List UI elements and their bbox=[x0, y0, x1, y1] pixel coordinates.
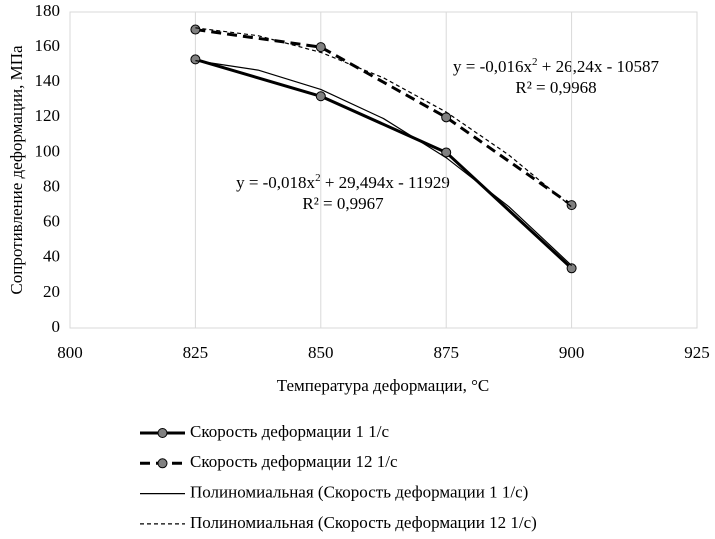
eq-part: + 26,24x - 10587 bbox=[538, 57, 660, 76]
series-line bbox=[195, 60, 573, 266]
data-point bbox=[315, 42, 326, 53]
data-point bbox=[315, 91, 326, 102]
trend-equation: y = -0,016x2 + 26,24x - 10587 bbox=[453, 56, 659, 76]
x-tick-label: 800 bbox=[57, 343, 83, 362]
data-point bbox=[190, 54, 201, 65]
legend-marker bbox=[157, 428, 168, 438]
y-tick-label: 40 bbox=[43, 247, 60, 266]
x-tick-label: 925 bbox=[684, 343, 710, 362]
legend-label: Полиномиальная (Скорость деформации 12 1… bbox=[190, 513, 537, 532]
trend-equation: y = -0,018x2 + 29,494x - 11929 bbox=[236, 172, 450, 192]
data-point bbox=[441, 147, 452, 158]
x-tick-label: 850 bbox=[308, 343, 334, 362]
y-tick-label: 160 bbox=[35, 36, 61, 55]
eq-part: y = -0,016x bbox=[453, 57, 532, 76]
series-line bbox=[194, 57, 573, 270]
y-tick-label: 140 bbox=[35, 71, 61, 90]
y-tick-label: 0 bbox=[52, 317, 61, 336]
trend-r2: R² = 0,9967 bbox=[302, 194, 384, 213]
data-point bbox=[190, 24, 201, 35]
y-tick-label: 120 bbox=[35, 106, 61, 125]
data-point bbox=[441, 112, 452, 123]
x-tick-label: 825 bbox=[183, 343, 209, 362]
eq-sup: 2 bbox=[315, 172, 321, 184]
y-tick-label: 100 bbox=[35, 141, 61, 160]
series-line bbox=[195, 28, 573, 207]
x-axis-label: Температура деформации, °C bbox=[277, 376, 490, 395]
data-point bbox=[566, 200, 577, 211]
y-tick-label: 20 bbox=[43, 282, 60, 301]
legend-label: Полиномиальная (Скорость деформации 1 1/… bbox=[190, 483, 528, 502]
y-tick-label: 60 bbox=[43, 212, 60, 231]
legend-label: Скорость деформации 12 1/с bbox=[190, 452, 398, 471]
plot-border bbox=[69, 11, 698, 329]
y-axis-label: Сопротивление деформации, МПа bbox=[7, 45, 26, 295]
y-tick-label: 180 bbox=[35, 1, 61, 20]
eq-part: y = -0,018x bbox=[236, 173, 315, 192]
eq-sup: 2 bbox=[532, 56, 538, 68]
x-tick-label: 900 bbox=[559, 343, 585, 362]
x-tick-label: 875 bbox=[433, 343, 459, 362]
data-point bbox=[566, 263, 577, 274]
eq-part: + 29,494x - 11929 bbox=[321, 173, 450, 192]
trend-r2: R² = 0,9968 bbox=[515, 78, 596, 97]
y-tick-label: 80 bbox=[43, 176, 60, 195]
legend-marker bbox=[157, 458, 168, 469]
series-line bbox=[195, 27, 572, 208]
legend-label: Скорость деформации 1 1/с bbox=[190, 422, 389, 441]
